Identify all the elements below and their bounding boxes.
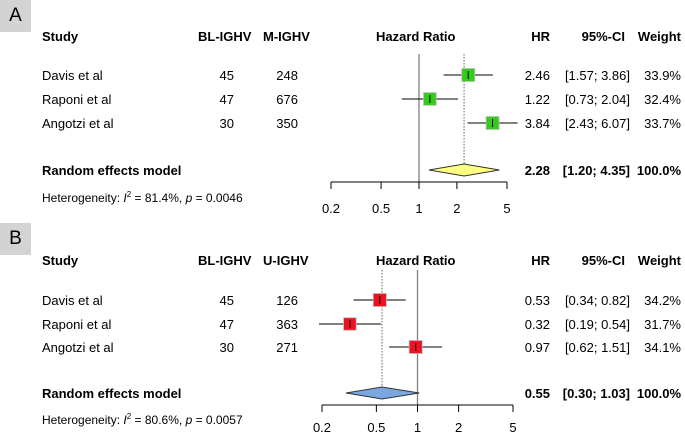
heterogeneity-text: Heterogeneity: I2 = 81.4%, p = 0.0046 (42, 190, 243, 205)
study-ci: [0.73; 2.04] (564, 92, 630, 107)
header-study: Study (42, 29, 79, 44)
header-weight: Weight (637, 29, 681, 44)
header-ci: 95%-CI (581, 253, 625, 268)
study-n1: 45 (219, 293, 234, 308)
header-n1: BL-IGHV (198, 29, 252, 44)
x-tick-label: 0.2 (322, 201, 340, 216)
study-n2: 363 (276, 317, 298, 332)
study-ci: [0.62; 1.51] (564, 340, 630, 355)
x-tick-label: 2 (453, 201, 460, 216)
pooled-weight: 100.0% (636, 386, 681, 401)
pooled-ci: [0.30; 1.03] (562, 386, 630, 401)
forest-panel-a: A Study BL-IGHV M-IGHV Hazard Ratio HR 9… (0, 0, 685, 218)
panel-label: B (0, 223, 31, 255)
study-n2: 350 (276, 116, 298, 131)
x-tick-label: 0.5 (367, 420, 385, 435)
study-hr: 0.53 (524, 293, 550, 308)
study-name: Raponi et al (42, 92, 112, 107)
study-n1: 30 (219, 116, 234, 131)
pooled-hr: 2.28 (524, 163, 550, 178)
forest-panel-b: B Study BL-IGHV U-IGHV Hazard Ratio HR 9… (0, 223, 685, 441)
study-ci: [2.43; 6.07] (564, 116, 630, 131)
x-tick-label: 1 (414, 420, 421, 435)
study-hr: 3.84 (524, 116, 550, 131)
study-name: Raponi et al (42, 317, 112, 332)
study-weight: 33.9% (644, 68, 681, 83)
study-n2: 271 (276, 340, 298, 355)
pooled-label: Random effects model (42, 386, 182, 401)
header-plot: Hazard Ratio (376, 29, 456, 44)
header-weight: Weight (637, 253, 681, 268)
study-n2: 248 (276, 68, 298, 83)
study-name: Angotzi et al (42, 116, 114, 131)
study-weight: 32.4% (644, 92, 681, 107)
study-hr: 0.97 (524, 340, 550, 355)
heterogeneity-text: Heterogeneity: I2 = 80.6%, p = 0.0057 (42, 412, 243, 427)
x-tick-label: 0.2 (313, 420, 331, 435)
study-name: Davis et al (42, 293, 103, 308)
pooled-ci: [1.20; 4.35] (562, 163, 630, 178)
x-tick-label: 2 (455, 420, 462, 435)
study-n1: 47 (219, 92, 234, 107)
study-ci: [1.57; 3.86] (564, 68, 630, 83)
pooled-weight: 100.0% (636, 163, 681, 178)
pooled-diamond (345, 386, 420, 400)
study-weight: 33.7% (644, 116, 681, 131)
header-n2: U-IGHV (263, 253, 309, 268)
study-n1: 45 (219, 68, 234, 83)
study-n1: 47 (219, 317, 234, 332)
header-hr: HR (531, 253, 550, 268)
pooled-diamond (428, 163, 500, 177)
study-n2: 676 (276, 92, 298, 107)
study-name: Angotzi et al (42, 340, 114, 355)
header-study: Study (42, 253, 79, 268)
study-n2: 126 (276, 293, 298, 308)
forest-plot-a: 0.2 0.5 1 2 5 (322, 54, 518, 216)
study-weight: 34.1% (644, 340, 681, 355)
study-weight: 31.7% (644, 317, 681, 332)
study-hr: 1.22 (524, 92, 550, 107)
x-tick-label: 5 (503, 201, 510, 216)
pooled-hr: 0.55 (524, 386, 550, 401)
study-name: Davis et al (42, 68, 103, 83)
panel-label: A (0, 0, 31, 32)
header-n1: BL-IGHV (198, 253, 252, 268)
study-hr: 0.32 (524, 317, 550, 332)
x-tick-label: 0.5 (372, 201, 390, 216)
study-hr: 2.46 (524, 68, 550, 83)
study-ci: [0.34; 0.82] (564, 293, 630, 308)
header-ci: 95%-CI (581, 29, 625, 44)
header-n2: M-IGHV (263, 29, 310, 44)
study-ci: [0.19; 0.54] (564, 317, 630, 332)
forest-plot-b: 0.2 0.5 1 2 5 (313, 270, 517, 435)
header-hr: HR (531, 29, 550, 44)
x-tick-label: 1 (415, 201, 422, 216)
x-tick-label: 5 (509, 420, 516, 435)
study-weight: 34.2% (644, 293, 681, 308)
study-n1: 30 (219, 340, 234, 355)
pooled-label: Random effects model (42, 163, 182, 178)
header-plot: Hazard Ratio (376, 253, 456, 268)
